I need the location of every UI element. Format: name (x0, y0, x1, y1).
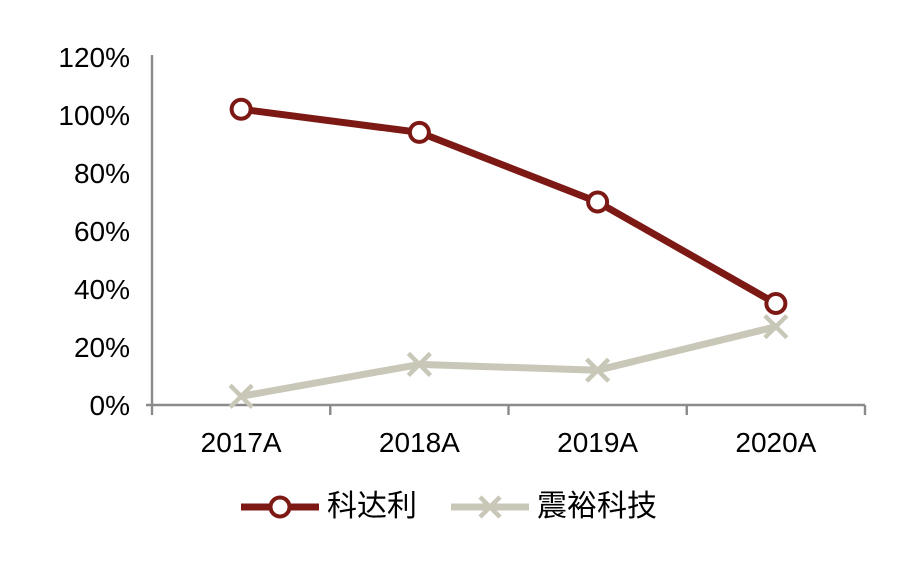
y-tick-label: 80% (74, 158, 130, 189)
y-tick-label: 0% (90, 390, 130, 421)
x-tick-label: 2019A (557, 427, 638, 458)
y-tick-label: 100% (58, 100, 130, 131)
series-line-1 (237, 323, 780, 400)
series-0-circle-marker (407, 120, 431, 144)
legend-line-circle-marker-icon (241, 495, 319, 519)
series-line-0 (237, 105, 780, 307)
series-1-x-marker (585, 357, 611, 383)
legend-line-x-marker-icon (451, 495, 529, 519)
legend-item-series-1: 震裕科技 (451, 489, 657, 525)
x-tick-label: 2017A (201, 427, 282, 458)
legend-label-series-0: 科达利 (327, 490, 417, 523)
legend-item-series-0: 科达利 (241, 489, 417, 525)
legend-label-series-1: 震裕科技 (537, 490, 657, 523)
legend-x-marker-icon (478, 495, 502, 519)
y-tick-label: 40% (74, 274, 130, 305)
legend: 科达利 震裕科技 (0, 489, 898, 525)
series-0-circle-marker (586, 190, 610, 214)
series-1-x-marker (763, 314, 789, 340)
legend-circle-marker-icon (268, 495, 292, 519)
y-tick-label: 20% (74, 332, 130, 363)
x-tick-label: 2018A (379, 427, 460, 458)
series-0-circle-marker (229, 97, 253, 121)
series-1-x-marker (406, 351, 432, 377)
y-tick-label: 120% (58, 42, 130, 73)
y-tick-label: 60% (74, 216, 130, 247)
series-0-circle-marker (764, 292, 788, 315)
x-tick-label: 2020A (735, 427, 816, 458)
series-1-x-marker (228, 383, 254, 409)
